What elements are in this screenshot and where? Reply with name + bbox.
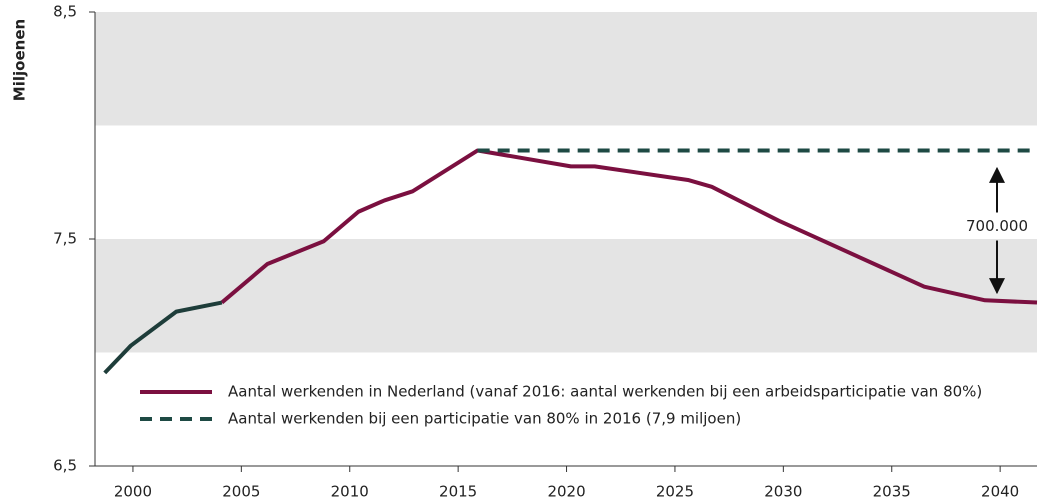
legend-label: Aantal werkenden in Nederland (vanaf 201… bbox=[228, 383, 982, 401]
x-tick-label: 2040 bbox=[981, 483, 1019, 501]
x-tick-label: 2035 bbox=[873, 483, 911, 501]
x-tick-label: 2015 bbox=[439, 483, 477, 501]
annotation-bg bbox=[955, 214, 1039, 239]
bands bbox=[95, 12, 1037, 353]
line bbox=[220, 148, 1038, 305]
y-axis-label: Miljoenen bbox=[11, 19, 29, 101]
y-tick-label: 6,5 bbox=[53, 457, 77, 475]
x-tick-label: 2005 bbox=[222, 483, 260, 501]
x-tick-label: 2020 bbox=[547, 483, 585, 501]
band bbox=[95, 239, 1037, 353]
x-tick-label: 2000 bbox=[114, 483, 152, 501]
x-tick-label: 2025 bbox=[656, 483, 694, 501]
line bbox=[103, 300, 223, 375]
x-tick-label: 2010 bbox=[331, 483, 369, 501]
x-tick-label: 2030 bbox=[764, 483, 802, 501]
y-tick-label: 7,5 bbox=[53, 230, 77, 248]
legend-label: Aantal werkenden bij een participatie va… bbox=[228, 410, 741, 428]
annotation: 700.000 bbox=[966, 217, 1028, 235]
y-tick-label: 8,5 bbox=[53, 3, 77, 21]
band bbox=[95, 12, 1037, 126]
